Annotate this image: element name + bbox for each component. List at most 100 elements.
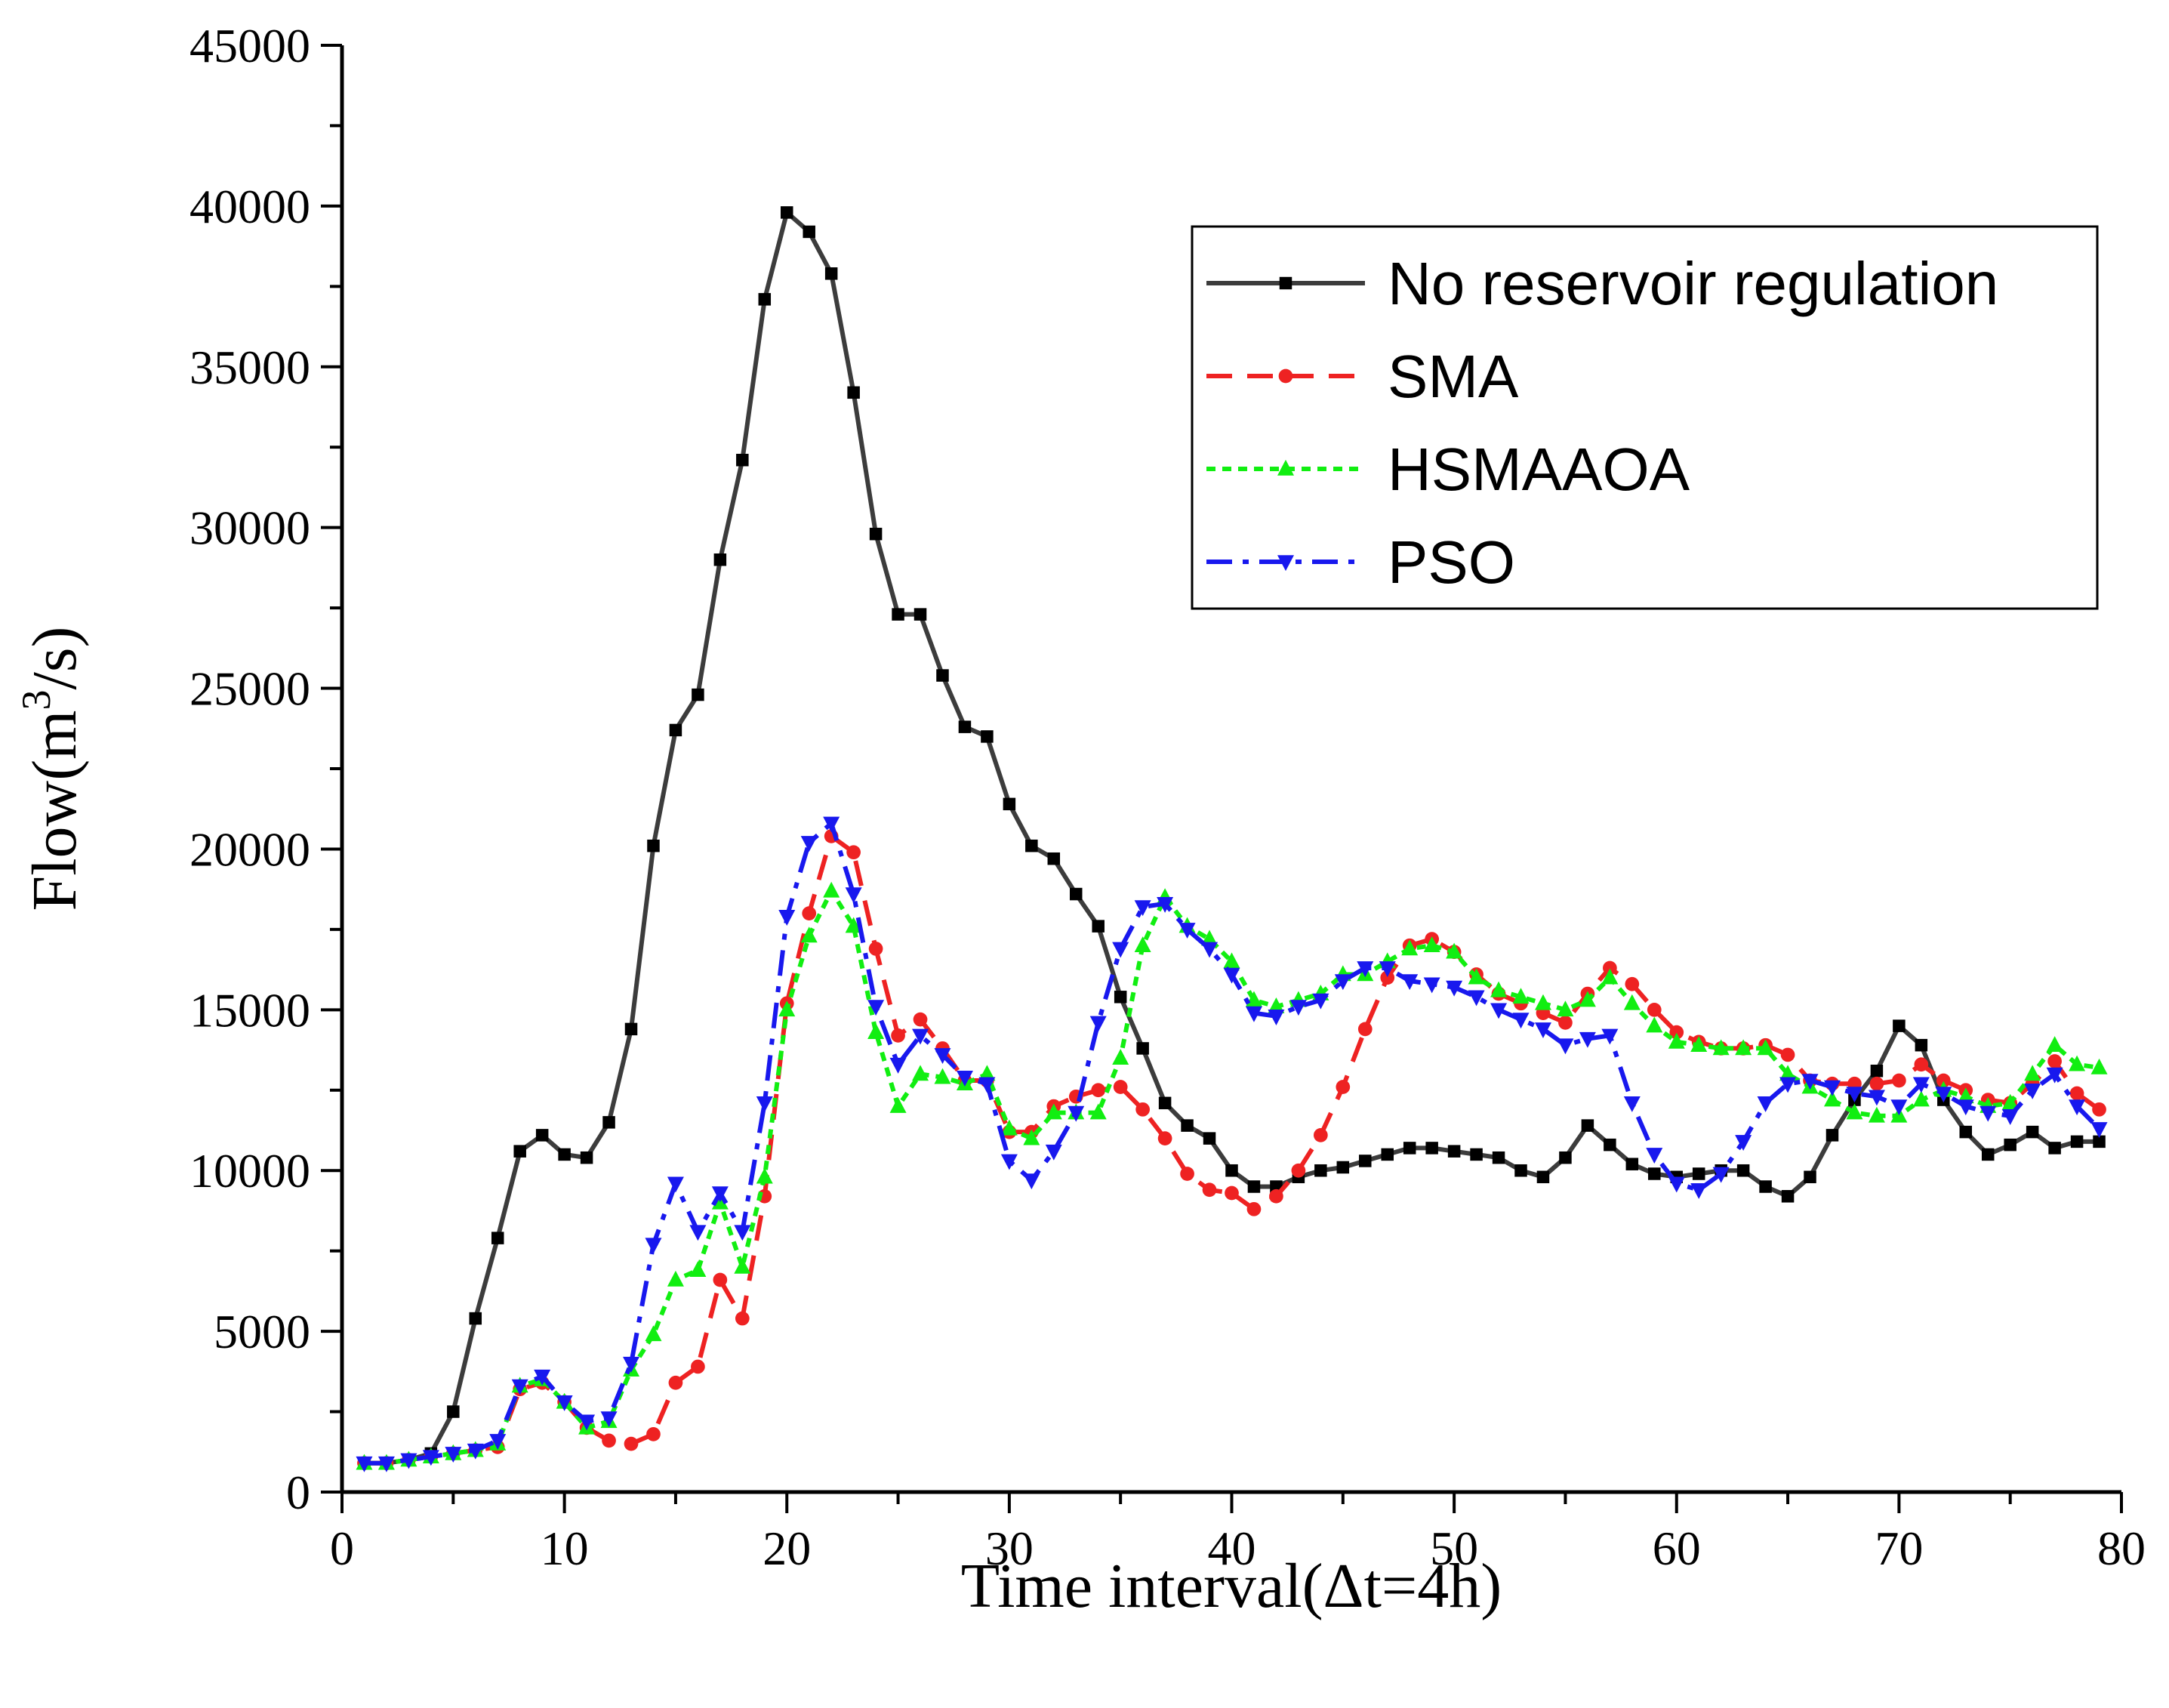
data-point-no-reservoir-regulation [1336, 1161, 1350, 1174]
data-point-pso [400, 1453, 417, 1469]
data-point-pso [756, 1096, 773, 1112]
data-point-no-reservoir-regulation [1981, 1148, 1995, 1161]
data-point-hsmaaoa [1757, 1039, 1774, 1056]
data-point-sma [602, 1433, 616, 1448]
data-point-no-reservoir-regulation [1514, 1164, 1527, 1177]
data-point-pso [1779, 1077, 1797, 1093]
data-point-hsmaaoa [2046, 1036, 2063, 1052]
data-point-hsmaaoa [1912, 1090, 1930, 1107]
data-point-sma [2047, 1054, 2062, 1068]
data-point-sma [2069, 1086, 2084, 1101]
data-point-pso [2024, 1083, 2041, 1099]
data-point-hsmaaoa [823, 881, 840, 898]
data-point-no-reservoir-regulation [1136, 1042, 1149, 1055]
data-point-no-reservoir-regulation [1759, 1180, 1772, 1193]
data-point-sma [646, 1427, 661, 1441]
y-tick-label: 40000 [189, 180, 310, 233]
data-point-no-reservoir-regulation [1625, 1158, 1639, 1170]
data-point-hsmaaoa [889, 1096, 907, 1113]
data-point-pso [1801, 1074, 1819, 1090]
data-point-pso [867, 1000, 885, 1016]
data-point-no-reservoir-regulation [1736, 1164, 1750, 1177]
data-point-sma [1225, 1185, 1239, 1201]
data-point-pso [734, 1225, 751, 1241]
data-point-hsmaaoa [1490, 981, 1508, 997]
y-tick-label: 15000 [189, 983, 310, 1037]
x-tick-label: 0 [330, 1521, 354, 1575]
data-point-pso [1068, 1105, 1085, 1122]
data-point-sma [1180, 1167, 1194, 1181]
legend-label-pso: PSO [1388, 529, 1515, 596]
data-point-no-reservoir-regulation [2004, 1138, 2016, 1152]
data-point-no-reservoir-regulation [1070, 887, 1083, 901]
data-point-no-reservoir-regulation [1804, 1170, 1816, 1183]
data-point-pso [1245, 1006, 1262, 1022]
data-point-pso [1490, 1003, 1508, 1019]
data-point-no-reservoir-regulation [1781, 1190, 1795, 1203]
data-point-sma [1936, 1073, 1951, 1088]
data-point-no-reservoir-regulation [2070, 1135, 2084, 1148]
data-point-sma [668, 1375, 683, 1390]
data-point-no-reservoir-regulation [1203, 1132, 1216, 1145]
data-point-pso [689, 1225, 707, 1241]
data-point-hsmaaoa [1690, 1036, 1708, 1052]
data-point-no-reservoir-regulation [1825, 1129, 1839, 1142]
y-axis-title: Flow(m3/s) [14, 626, 90, 911]
data-point-pso [978, 1077, 996, 1093]
data-point-hsmaaoa [1201, 930, 1219, 946]
data-point-pso [1912, 1077, 1930, 1093]
data-point-no-reservoir-regulation [2093, 1135, 2106, 1148]
data-point-no-reservoir-regulation [447, 1405, 460, 1418]
data-point-no-reservoir-regulation [1381, 1148, 1394, 1161]
data-point-pso [1735, 1135, 1752, 1152]
data-point-hsmaaoa [1268, 997, 1285, 1013]
data-point-no-reservoir-regulation [558, 1148, 571, 1161]
data-point-hsmaaoa [912, 1065, 929, 1081]
data-point-no-reservoir-regulation [869, 527, 883, 541]
data-point-sma [802, 906, 817, 920]
data-point-hsmaaoa [1534, 994, 1551, 1010]
data-point-no-reservoir-regulation [1047, 852, 1061, 865]
data-point-sma [713, 1272, 728, 1287]
data-point-pso [1757, 1096, 1774, 1112]
y-tick-label: 25000 [189, 662, 310, 716]
data-point-pso [1268, 1010, 1285, 1025]
data-point-hsmaaoa [1846, 1103, 1863, 1120]
data-point-no-reservoir-regulation [1314, 1164, 1327, 1177]
data-point-hsmaaoa [2069, 1055, 2086, 1071]
data-point-pso [534, 1369, 551, 1386]
data-point-pso [823, 816, 840, 833]
data-point-no-reservoir-regulation [847, 386, 860, 399]
data-point-pso [1980, 1105, 1997, 1122]
data-point-no-reservoir-regulation [669, 723, 682, 737]
data-point-hsmaaoa [667, 1270, 684, 1287]
data-point-hsmaaoa [2001, 1093, 2019, 1110]
data-point-hsmaaoa [1468, 968, 1485, 985]
data-point-pso [377, 1456, 395, 1472]
data-point-no-reservoir-regulation [1225, 1164, 1238, 1177]
series-pso [356, 816, 2108, 1472]
data-point-hsmaaoa [1089, 1103, 1107, 1120]
data-point-pso [2046, 1067, 2063, 1084]
data-point-pso [912, 1028, 929, 1045]
data-point-sma [1603, 960, 1617, 976]
data-point-sma [691, 1359, 705, 1374]
data-point-no-reservoir-regulation [647, 839, 660, 852]
x-tick-label: 80 [2097, 1521, 2146, 1575]
y-tick-label: 0 [286, 1466, 310, 1519]
data-point-pso [511, 1379, 528, 1395]
data-point-hsmaaoa [2024, 1065, 2041, 1081]
data-point-sma [1780, 1047, 1795, 1062]
ticks: 0 5000 10000 15000 20000 25000 30000 35000 40000… [189, 19, 2146, 1575]
data-point-pso [1446, 980, 1463, 997]
data-point-no-reservoir-regulation [2048, 1142, 2061, 1155]
data-point-no-reservoir-regulation [1692, 1167, 1705, 1180]
data-point-pso [1890, 1099, 1908, 1116]
data-point-pso [1223, 967, 1240, 984]
data-point-sma [1157, 1131, 1172, 1145]
data-point-pso [845, 887, 862, 904]
data-point-hsmaaoa [934, 1068, 951, 1084]
data-point-hsmaaoa [1712, 1039, 1730, 1056]
data-point-sma [1558, 1016, 1573, 1030]
